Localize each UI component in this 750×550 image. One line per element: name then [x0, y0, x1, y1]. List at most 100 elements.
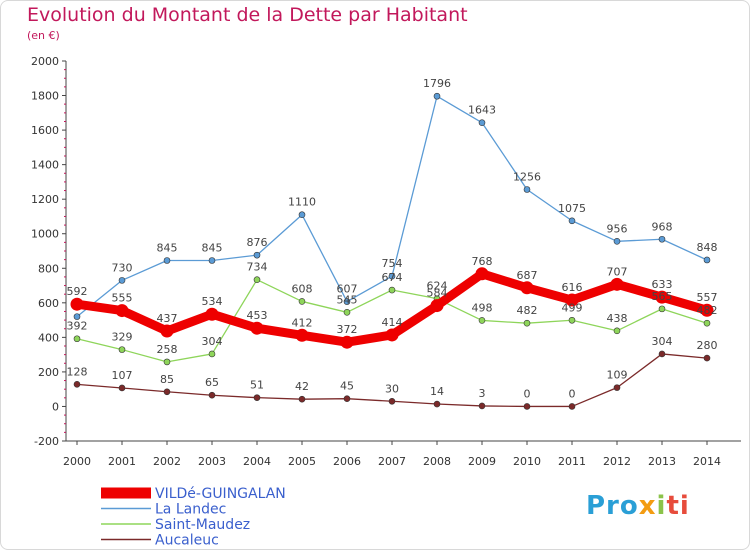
data-label: 482: [517, 304, 538, 317]
data-label: 128: [67, 365, 88, 378]
data-label: 414: [382, 316, 403, 329]
y-tick-label: 2000: [31, 55, 59, 68]
x-tick-label: 2007: [378, 455, 406, 468]
data-label: 1075: [558, 202, 586, 215]
data-label: 437: [157, 312, 178, 325]
data-label: 592: [67, 285, 88, 298]
data-label: 584: [427, 287, 448, 300]
data-label: 107: [112, 369, 133, 382]
legend-label: VILDé-GUINGALAN: [155, 486, 286, 502]
data-point: [208, 391, 216, 399]
data-label: 616: [562, 281, 583, 294]
chart-unit: (en €): [27, 29, 60, 42]
x-tick-label: 2005: [288, 455, 316, 468]
data-point: [298, 395, 306, 403]
data-label: 707: [607, 265, 628, 278]
data-label: 734: [247, 261, 268, 274]
x-tick-label: 2001: [108, 455, 136, 468]
data-label: 633: [652, 278, 673, 291]
logo-part: i: [656, 491, 667, 521]
data-label: 14: [430, 385, 444, 398]
data-point: [523, 319, 531, 327]
data-point: [658, 235, 666, 243]
legend-label: Saint-Maudez: [155, 517, 250, 533]
data-point: [703, 319, 711, 327]
data-point: [118, 384, 126, 392]
data-point: [568, 217, 576, 225]
x-tick-label: 2013: [648, 455, 676, 468]
data-point: [160, 324, 174, 338]
data-point: [343, 309, 351, 316]
x-tick-label: 2011: [558, 455, 586, 468]
data-point: [523, 403, 531, 410]
data-label: 674: [382, 271, 403, 284]
y-tick-label: 200: [38, 366, 59, 379]
data-label: 768: [472, 255, 493, 268]
logo-part: x: [638, 491, 657, 521]
x-tick-label: 2006: [333, 455, 361, 468]
data-point: [658, 350, 666, 358]
x-tick-label: 2004: [243, 455, 271, 468]
x-tick-label: 2014: [693, 455, 721, 468]
data-point: [73, 313, 81, 320]
data-point: [163, 257, 171, 264]
data-label: 438: [607, 312, 628, 325]
x-tick-label: 2012: [603, 455, 631, 468]
proxiti-logo: Proxiti: [586, 491, 690, 521]
data-label: 545: [337, 293, 358, 306]
y-tick-label: 400: [38, 331, 59, 344]
data-label: 624: [427, 280, 448, 293]
data-point: [73, 335, 81, 343]
data-label: 65: [205, 376, 219, 389]
logo-part: Pro: [586, 491, 639, 521]
chart-title: Evolution du Montant de la Dette par Hab…: [27, 4, 468, 26]
data-point: [253, 276, 261, 283]
data-label: 848: [697, 241, 718, 254]
data-point: [565, 293, 579, 307]
data-label: 0: [569, 387, 576, 400]
data-point: [343, 298, 351, 305]
data-point: [163, 388, 171, 396]
data-label: 534: [202, 295, 223, 308]
data-point: [115, 304, 129, 318]
data-label: 754: [382, 257, 403, 270]
data-point: [433, 92, 441, 100]
data-point: [430, 299, 444, 313]
data-label: 280: [697, 339, 718, 352]
data-label: 3: [479, 387, 486, 400]
data-point: [478, 119, 486, 126]
data-point: [613, 327, 621, 335]
data-point: [433, 400, 441, 408]
data-point: [475, 267, 489, 281]
data-point: [298, 298, 306, 305]
data-point: [388, 272, 396, 280]
data-label: 109: [607, 369, 628, 382]
data-label: 1256: [513, 171, 541, 184]
data-point: [568, 316, 576, 324]
data-point: [478, 402, 486, 410]
x-tick-label: 2010: [513, 455, 541, 468]
data-point: [613, 384, 621, 391]
data-label: 968: [652, 220, 673, 233]
y-tick-label: 1000: [31, 228, 59, 241]
data-point: [523, 186, 531, 193]
data-point: [613, 238, 621, 245]
data-label: 51: [250, 379, 264, 392]
data-label: 304: [202, 335, 223, 348]
data-point: [250, 321, 264, 335]
data-point: [253, 251, 261, 259]
data-label: 412: [292, 316, 313, 329]
data-point: [295, 328, 309, 342]
data-label: 555: [112, 292, 133, 305]
data-point: [610, 277, 624, 291]
data-point: [118, 277, 126, 284]
x-tick-label: 2008: [423, 455, 451, 468]
data-label: 372: [337, 323, 358, 336]
y-tick-label: 1200: [31, 193, 59, 206]
data-point: [118, 346, 126, 353]
data-label: 499: [562, 301, 583, 314]
data-point: [478, 317, 486, 324]
data-label: 565: [652, 290, 673, 303]
data-point: [208, 350, 216, 358]
